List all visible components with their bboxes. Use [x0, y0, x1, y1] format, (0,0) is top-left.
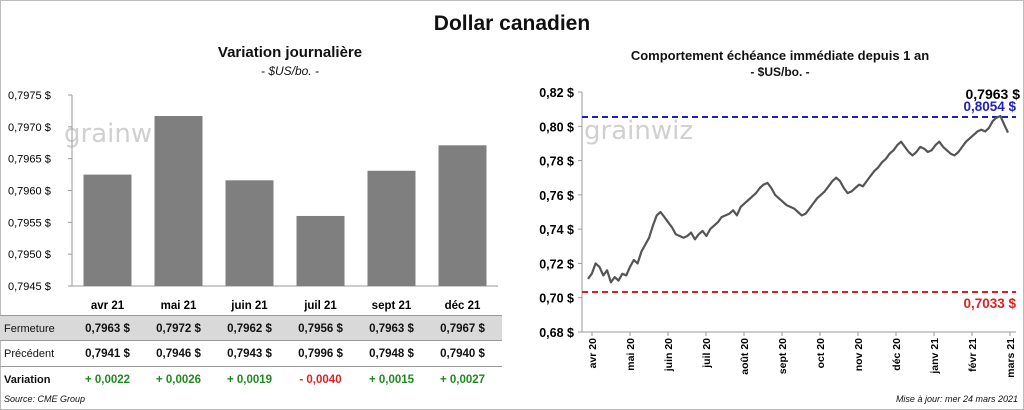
bar-category-label: juil 21 — [303, 300, 337, 312]
left-y-tick-label: 0,7945 $ — [8, 281, 51, 293]
right-x-tick-label: juin 20 — [663, 338, 675, 372]
bar-category-label: mai 21 — [161, 300, 197, 312]
precedent-cell: 0,7941 $ — [85, 348, 130, 360]
left-y-tick-label: 0,7965 $ — [8, 154, 51, 166]
fermeture-cell: 0,7963 $ — [85, 323, 130, 335]
fermeture-cell: 0,7972 $ — [156, 323, 201, 335]
bar-category-label: déc 21 — [445, 300, 481, 312]
variation-cell: + 0,0022 — [84, 374, 131, 386]
update-note: Mise à jour: mer 24 mars 2021 — [895, 394, 1018, 404]
left-y-tick-label: 0,7970 $ — [8, 122, 51, 134]
right-x-tick-label: déc 20 — [891, 338, 903, 371]
right-x-tick-label: mai 20 — [625, 338, 637, 371]
precedent-cell: 0,7996 $ — [298, 348, 343, 360]
bar — [225, 180, 274, 286]
row-label-precedent: Précédent — [4, 348, 55, 360]
right-y-tick-label: 0,72 $ — [539, 257, 574, 271]
right-x-tick-label: août 20 — [739, 338, 751, 375]
left-chart-subtitle: - $US/bo. - — [260, 64, 320, 78]
left-chart-title: Variation journalière — [217, 44, 363, 61]
right-y-tick-label: 0,68 $ — [539, 326, 574, 340]
bar — [154, 116, 203, 286]
right-y-tick-label: 0,82 $ — [539, 86, 574, 100]
bar — [296, 215, 345, 286]
fermeture-cell: 0,7967 $ — [440, 323, 485, 335]
left-y-tick-label: 0,7950 $ — [8, 249, 51, 261]
bar — [367, 170, 416, 286]
right-x-tick-label: nov 20 — [853, 338, 865, 371]
low-reference-label: 0,7033 $ — [963, 296, 1016, 311]
bar-category-label: sept 21 — [372, 300, 412, 312]
source-note: Source: CME Group — [4, 394, 86, 404]
fermeture-cell: 0,7963 $ — [369, 323, 414, 335]
right-chart-subtitle: - $US/bo. - — [750, 65, 810, 79]
right-x-tick-label: sept 20 — [777, 338, 789, 374]
bar-category-label: juin 21 — [230, 300, 268, 312]
table-row-precedent: Précédent 0,7941 $ 0,7946 $ 0,7943 $ 0,7996… — [0, 341, 502, 367]
right-y-tick-label: 0,74 $ — [539, 223, 574, 237]
high-reference-label: 0,8054 $ — [963, 99, 1016, 114]
bar — [83, 174, 132, 286]
right-x-tick-label: oct 20 — [815, 338, 827, 369]
right-x-tick-label: juil 20 — [701, 338, 713, 369]
table-row-fermeture: Fermeture 0,7963 $ 0,7972 $ 0,7962 $ 0,7956… — [0, 315, 502, 341]
left-y-tick-label: 0,7955 $ — [8, 217, 51, 229]
right-x-tick-label: févr 21 — [967, 338, 979, 372]
precedent-cell: 0,7940 $ — [440, 348, 485, 360]
right-chart-title: Comportement échéance immédiate depuis 1… — [630, 48, 930, 63]
row-label-fermeture: Fermeture — [4, 323, 55, 335]
bar-category-label: avr 21 — [91, 300, 125, 312]
left-y-tick-label: 0,7960 $ — [8, 186, 51, 198]
fermeture-cell: 0,7956 $ — [298, 323, 343, 335]
main-title: Dollar canadien — [433, 12, 591, 35]
precedent-cell: 0,7943 $ — [227, 348, 272, 360]
watermark-right: grainwiz — [584, 116, 693, 146]
right-y-tick-label: 0,70 $ — [539, 292, 574, 306]
right-x-tick-label: janv 21 — [929, 338, 941, 375]
variation-cell: - 0,0040 — [299, 374, 342, 386]
variation-cell: + 0,0019 — [226, 374, 273, 386]
precedent-cell: 0,7948 $ — [369, 348, 414, 360]
variation-cell: + 0,0027 — [439, 374, 486, 386]
right-y-tick-label: 0,76 $ — [539, 189, 574, 203]
price-series-line — [587, 114, 1009, 284]
last-value-label: 0,7963 $ — [966, 86, 1021, 102]
variation-cell: + 0,0026 — [155, 374, 202, 386]
precedent-cell: 0,7946 $ — [156, 348, 201, 360]
left-y-tick-label: 0,7975 $ — [8, 90, 51, 102]
table-row-variation: Variation + 0,0022 + 0,0026 + 0,0019 - 0,00… — [0, 367, 502, 393]
right-y-tick-label: 0,78 $ — [539, 155, 574, 169]
variation-cell: + 0,0015 — [368, 374, 415, 386]
right-x-tick-label: mars 21 — [1005, 338, 1017, 378]
right-y-tick-label: 0,80 $ — [539, 120, 574, 134]
fermeture-cell: 0,7962 $ — [227, 323, 272, 335]
right-x-tick-label: avr 20 — [587, 338, 599, 369]
bar — [438, 145, 487, 286]
row-label-variation: Variation — [4, 374, 51, 386]
